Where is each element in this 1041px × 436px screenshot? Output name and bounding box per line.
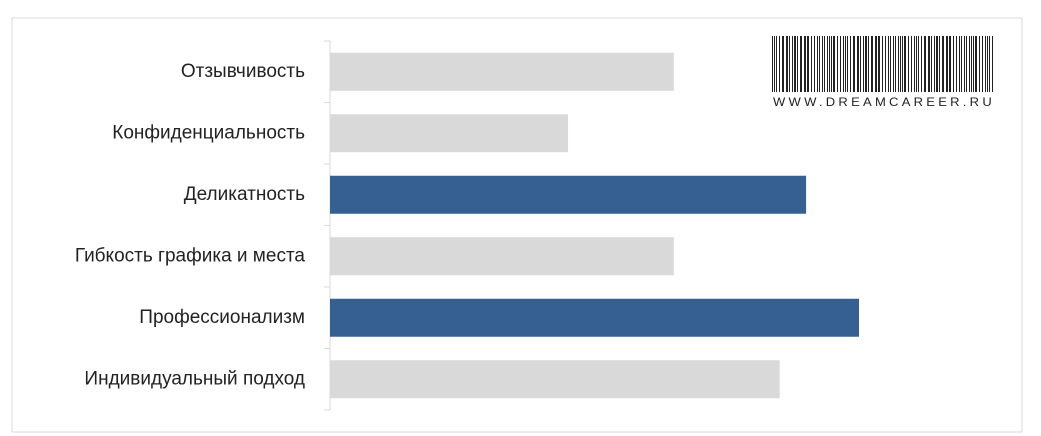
- barcode-stripe: [782, 36, 784, 92]
- barcode-stripe: [985, 36, 986, 92]
- barcode-stripe: [837, 36, 838, 92]
- barcode-stripe: [904, 36, 906, 92]
- barcode-stripe: [789, 36, 790, 92]
- barcode-stripe: [893, 36, 894, 92]
- barcode-stripe: [966, 36, 967, 92]
- barcode-stripe: [928, 36, 930, 92]
- bar: [330, 360, 780, 399]
- barcode-stripe: [779, 36, 780, 92]
- barcode-stripe: [911, 36, 912, 92]
- barcode-stripe: [850, 36, 851, 92]
- barcode-stripe: [817, 36, 818, 92]
- barcode-stripe: [964, 36, 965, 92]
- watermark: WWW.DREAMCAREER.RU: [773, 95, 995, 109]
- barcode-stripe: [871, 36, 873, 92]
- barcode-stripe: [946, 36, 948, 92]
- barcode-stripe: [792, 36, 793, 92]
- bar: [330, 114, 569, 153]
- barcode-stripe: [847, 36, 848, 92]
- barcode-stripe: [921, 36, 922, 92]
- barcode-stripe: [992, 36, 993, 92]
- barcode-stripe: [908, 36, 909, 92]
- barcode-stripe: [979, 36, 980, 92]
- barcode-stripe: [774, 36, 775, 92]
- barcode-stripe: [953, 36, 954, 92]
- barcode-stripe: [898, 36, 899, 92]
- barcode-stripe: [824, 36, 825, 92]
- barcode-stripe: [860, 36, 861, 92]
- barcode-stripe: [895, 36, 896, 92]
- barcode-stripe: [987, 36, 988, 92]
- barcode-stripe: [931, 36, 932, 92]
- barcode-stripe: [807, 36, 809, 92]
- y-tick-label: Гибкость графика и места: [75, 245, 306, 266]
- barcode-stripe: [882, 36, 883, 92]
- barcode-stripe: [949, 36, 951, 92]
- barcode-stripe: [811, 36, 812, 92]
- barcode-stripe: [959, 36, 960, 92]
- barcode-stripe: [868, 36, 869, 92]
- barcode-stripe: [975, 36, 977, 92]
- barcode-stripe: [829, 36, 830, 92]
- barcode-stripe: [885, 36, 886, 92]
- y-tick-label: Индивидуальный подход: [84, 368, 305, 389]
- barcode: [772, 36, 993, 92]
- barcode-stripe: [916, 36, 917, 92]
- barcode-stripe: [924, 36, 926, 92]
- barcode-stripe: [772, 36, 773, 92]
- bar: [330, 298, 859, 337]
- barcode-stripe: [888, 36, 889, 92]
- y-tick-label: Деликатность: [184, 184, 305, 205]
- barcode-stripe: [845, 36, 846, 92]
- barcode-stripe: [961, 36, 962, 92]
- barcode-stripe: [900, 36, 901, 92]
- barcode-stripe: [865, 36, 867, 92]
- barcode-stripe: [814, 36, 815, 92]
- barcode-stripe: [878, 36, 880, 92]
- barcode-stripe: [989, 36, 990, 92]
- y-tick-label: Профессионализм: [139, 307, 305, 328]
- barcode-stripe: [956, 36, 957, 92]
- barcode-stripe: [843, 36, 844, 92]
- barcode-stripe: [822, 36, 823, 92]
- barcode-stripe: [934, 36, 935, 92]
- barcode-stripe: [890, 36, 891, 92]
- barcode-stripe: [973, 36, 974, 92]
- barcode-stripe: [863, 36, 864, 92]
- barcode-stripe: [819, 36, 820, 92]
- barcode-stripe: [794, 36, 796, 92]
- barcode-stripe: [776, 36, 777, 92]
- barcode-stripe: [918, 36, 919, 92]
- barcode-stripe: [902, 36, 903, 92]
- barcode-stripe: [797, 36, 798, 92]
- barcode-stripe: [831, 36, 832, 92]
- barcode-stripe: [942, 36, 944, 92]
- barcode-stripe: [804, 36, 806, 92]
- barcode-stripe: [914, 36, 915, 92]
- barcode-stripe: [786, 36, 788, 92]
- bar: [330, 237, 674, 276]
- barcode-stripe: [969, 36, 970, 92]
- barcode-stripe: [833, 36, 835, 92]
- bar: [330, 175, 807, 214]
- barcode-stripe: [857, 36, 859, 92]
- barcode-stripe: [800, 36, 802, 92]
- barcode-stripe: [971, 36, 972, 92]
- barcode-stripe: [936, 36, 938, 92]
- barcode-stripe: [875, 36, 877, 92]
- barcode-stripe: [982, 36, 983, 92]
- y-tick-label: Конфиденциальность: [112, 122, 305, 143]
- bar: [330, 52, 674, 91]
- barcode-stripe: [827, 36, 828, 92]
- y-tick-label: Отзывчивость: [181, 61, 305, 82]
- barcode-stripe: [853, 36, 855, 92]
- barcode-stripe: [840, 36, 841, 92]
- barcode-stripe: [939, 36, 940, 92]
